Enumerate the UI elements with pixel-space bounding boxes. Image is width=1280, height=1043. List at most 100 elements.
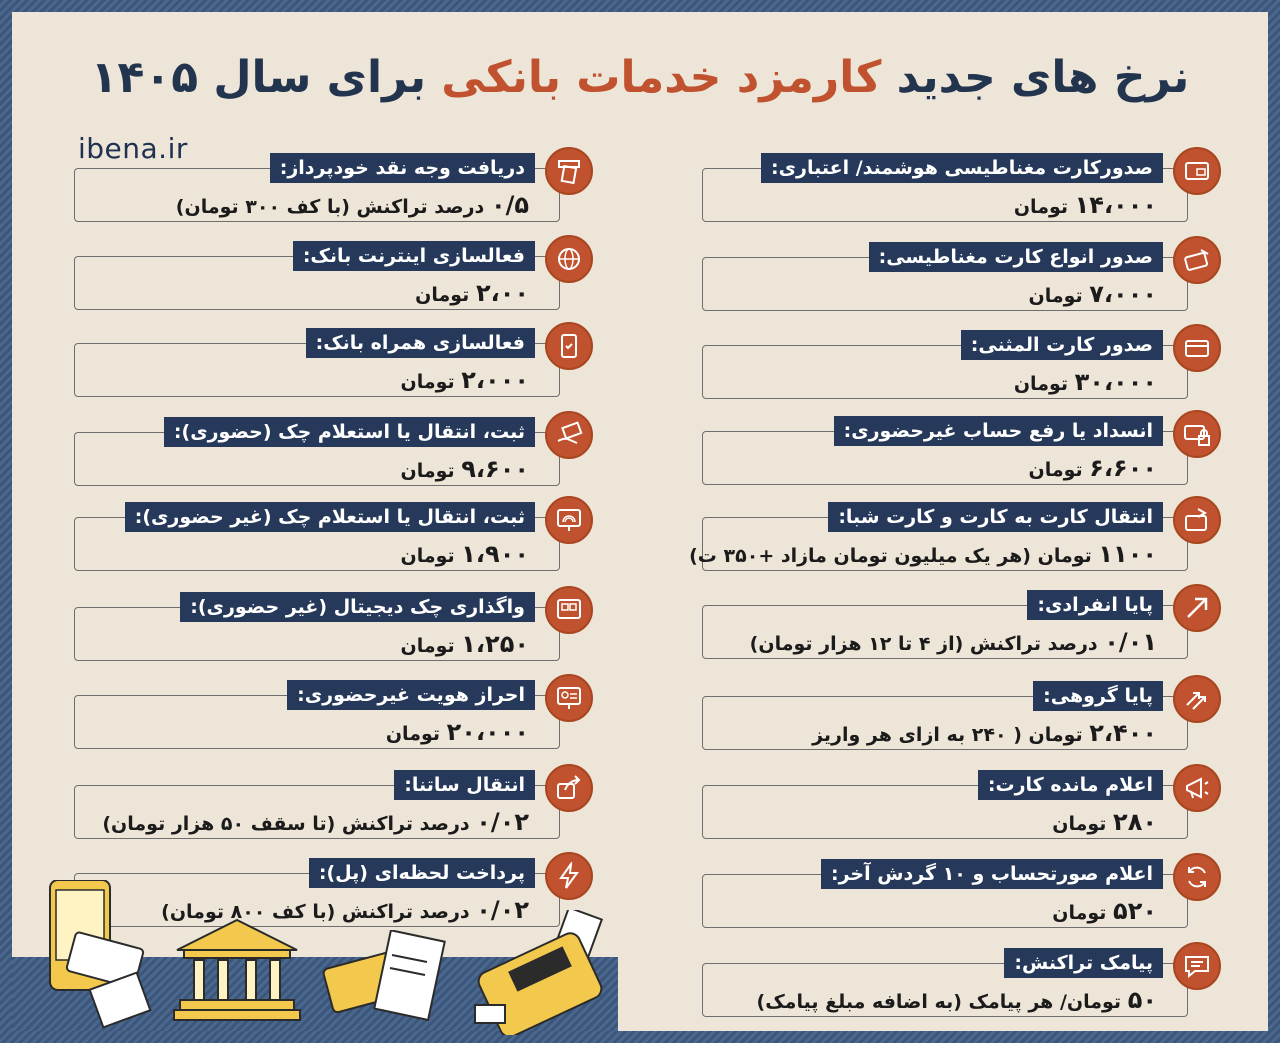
- fee-amount: ۳۰،۰۰۰: [1074, 368, 1157, 396]
- fee-unit-text: درصد تراکنش (با کف ۳۰۰ تومان): [175, 196, 485, 218]
- fee-card-label: صدور انواع کارت مغناطیسی:: [868, 242, 1163, 272]
- fee-unit-text: تومان: [400, 635, 455, 657]
- fee-card-value: ۷،۰۰۰ تومان: [1028, 280, 1157, 308]
- fee-amount: ۰/۰۲: [476, 808, 529, 836]
- fee-card: انتقال ساتنا: ۰/۰۲ درصد تراکنش (تا سقف ۵۰…: [74, 764, 593, 839]
- fee-card-label: فعالسازی اینترنت بانک:: [292, 241, 535, 271]
- fee-card: احراز هویت غیرحضوری: ۲۰،۰۰۰ تومان: [74, 674, 593, 749]
- fee-card-label: دریافت وجه نقد خودپرداز:: [269, 153, 535, 183]
- fee-unit-text: درصد تراکنش (با کف ۸۰۰ تومان): [161, 901, 470, 923]
- fee-card-value: ۱۱۰۰ تومان (هر یک میلیون تومان مازاد +۳۵…: [689, 540, 1157, 568]
- fee-unit-text: تومان: [1013, 196, 1069, 218]
- fee-amount: ۰/۰۱: [1104, 628, 1157, 656]
- fee-card: صدور انواع کارت مغناطیسی: ۷،۰۰۰ تومان: [702, 236, 1221, 311]
- fingerprint-icon: [545, 496, 593, 544]
- logo[interactable]: ibena.ir: [78, 132, 188, 165]
- pos-terminal-illustration: [474, 910, 604, 1035]
- fee-amount: ۶،۶۰۰: [1089, 454, 1157, 482]
- fee-amount: ۵۲۰: [1113, 897, 1157, 925]
- card-icon: [1173, 147, 1221, 195]
- fee-unit-text: درصد تراکنش (از ۴ تا ۱۲ هزار تومان): [749, 633, 1098, 655]
- message-icon: [1173, 942, 1221, 990]
- fee-amount: ۲۰،۰۰۰: [446, 718, 529, 746]
- fee-card: ثبت، انتقال یا استعلام چک (غیر حضوری): ۱،…: [74, 496, 593, 571]
- globe-icon: [545, 235, 593, 283]
- fee-card-value: ۲،۴۰۰ تومان ( ۲۴۰ به ازای هر واریز: [812, 719, 1157, 747]
- fee-amount: ۲،۰۰۰: [461, 366, 529, 394]
- page-title: نرخ های جدید کارمزد خدمات بانکی برای سال…: [0, 52, 1280, 103]
- receipt-card-illustration: [322, 930, 446, 1022]
- mobile-icon: [545, 322, 593, 370]
- fee-unit-text: تومان/ هر پیامک (به اضافه مبلغ پیامک): [756, 991, 1122, 1013]
- fee-card-label: پایا گروهی:: [1033, 681, 1163, 711]
- title-part1: نرخ های جدید: [896, 52, 1190, 103]
- fee-card-value: ۲۰،۰۰۰ تومان: [386, 718, 529, 746]
- fee-card-value: ۰/۵ درصد تراکنش (با کف ۳۰۰ تومان): [176, 191, 529, 219]
- fee-card-label: صدورکارت مغناطیسی هوشمند/ اعتباری:: [761, 153, 1163, 183]
- fee-unit-text: تومان: [1028, 285, 1083, 307]
- fee-amount: ۱۱۰۰: [1098, 540, 1157, 568]
- fee-card: ثبت، انتقال یا استعلام چک (حضوری): ۹،۶۰۰ …: [74, 411, 593, 486]
- fee-unit-text: تومان ( ۲۴۰ به ازای هر واریز: [812, 724, 1083, 746]
- fee-card-value: ۱۴،۰۰۰ تومان: [1014, 191, 1157, 219]
- fee-card: واگذاری چک دیجیتال (غیر حضوری): ۱،۲۵۰ توم…: [74, 586, 593, 661]
- fee-card-label: پرداخت لحظه‌ای (پل):: [308, 858, 535, 888]
- fee-amount: ۷،۰۰۰: [1089, 280, 1157, 308]
- fee-card-label: فعالسازی همراه بانک:: [305, 328, 535, 358]
- atm-icon: [545, 147, 593, 195]
- fee-card-label: واگذاری چک دیجیتال (غیر حضوری):: [180, 592, 535, 622]
- fee-amount: ۵۰: [1127, 986, 1157, 1014]
- fee-card-value: ۱،۹۰۰ تومان: [400, 540, 529, 568]
- fee-amount: ۲۸۰: [1113, 808, 1157, 836]
- fee-amount: ۲،۴۰۰: [1089, 719, 1157, 747]
- fee-card: پایا گروهی: ۲،۴۰۰ تومان ( ۲۴۰ به ازای هر …: [702, 675, 1221, 750]
- title-part2: برای سال ۱۴۰۵: [90, 52, 426, 103]
- card-transfer-icon: [1173, 496, 1221, 544]
- fee-card: صدور کارت المثنی: ۳۰،۰۰۰ تومان: [702, 324, 1221, 399]
- fee-card: انتقال کارت به کارت و کارت شبا: ۱۱۰۰ توما…: [689, 496, 1221, 571]
- arrow-up-right-icon: [1173, 584, 1221, 632]
- fee-unit-text: تومان: [1052, 902, 1107, 924]
- fee-amount: ۹،۶۰۰: [461, 455, 529, 483]
- fee-unit-text: تومان: [400, 545, 455, 567]
- fee-card: صدورکارت مغناطیسی هوشمند/ اعتباری: ۱۴،۰۰۰…: [702, 147, 1221, 222]
- fee-unit-text: درصد تراکنش (تا سقف ۵۰ هزار تومان): [102, 813, 470, 835]
- fee-amount: ۰/۰۲: [476, 896, 529, 924]
- fee-card-label: انتقال ساتنا:: [394, 770, 535, 800]
- card-swipe-icon: [1173, 236, 1221, 284]
- fee-unit-text: تومان (هر یک میلیون تومان مازاد +۳۵۰ ت): [689, 545, 1092, 567]
- cheque-hand-icon: [545, 411, 593, 459]
- fee-amount: ۰/۵: [490, 191, 529, 219]
- fee-card: پرداخت لحظه‌ای (پل): ۰/۰۲ درصد تراکنش (با…: [74, 852, 593, 927]
- fee-card-value: ۲،۰۰۰ تومان: [400, 366, 529, 394]
- lightning-icon: [545, 852, 593, 900]
- fee-card: اعلام مانده کارت: ۲۸۰ تومان: [702, 764, 1221, 839]
- double-arrow-icon: [1173, 675, 1221, 723]
- title-accent: کارمزد خدمات بانکی: [441, 52, 882, 103]
- credit-card-icon: [1173, 324, 1221, 372]
- megaphone-icon: [1173, 764, 1221, 812]
- fee-card-label: اعلام صورتحساب و ۱۰ گردش آخر:: [820, 859, 1163, 889]
- fee-card: دریافت وجه نقد خودپرداز: ۰/۵ درصد تراکنش …: [74, 147, 593, 222]
- fee-unit-text: تومان: [1013, 373, 1069, 395]
- fee-unit-text: تومان: [1052, 813, 1107, 835]
- refresh-icon: [1173, 853, 1221, 901]
- fee-card-label: احراز هویت غیرحضوری:: [287, 680, 535, 710]
- mobile-payment-illustration: [49, 880, 152, 1029]
- fee-amount: ۱،۲۵۰: [461, 630, 529, 658]
- digital-cheque-icon: [545, 586, 593, 634]
- fee-card-value: ۲،۰۰ تومان: [415, 279, 529, 307]
- fee-card: فعالسازی اینترنت بانک: ۲،۰۰ تومان: [74, 235, 593, 310]
- fee-amount: ۲،۰۰: [475, 279, 529, 307]
- bank-building-illustration: [173, 918, 301, 1021]
- card-lock-icon: [1173, 410, 1221, 458]
- fee-card-value: ۱،۲۵۰ تومان: [400, 630, 529, 658]
- fee-amount: ۱،۹۰۰: [461, 540, 529, 568]
- fee-card: اعلام صورتحساب و ۱۰ گردش آخر: ۵۲۰ تومان: [702, 853, 1221, 928]
- fee-card-label: انتقال کارت به کارت و کارت شبا:: [828, 502, 1163, 532]
- fee-card-value: ۶،۶۰۰ تومان: [1028, 454, 1157, 482]
- fee-card: فعالسازی همراه بانک: ۲،۰۰۰ تومان: [74, 322, 593, 397]
- fee-card: پیامک تراکنش: ۵۰ تومان/ هر پیامک (به اضاف…: [702, 942, 1221, 1017]
- fee-unit-text: تومان: [385, 723, 441, 745]
- fee-card-label: ثبت، انتقال یا استعلام چک (حضوری):: [163, 417, 535, 447]
